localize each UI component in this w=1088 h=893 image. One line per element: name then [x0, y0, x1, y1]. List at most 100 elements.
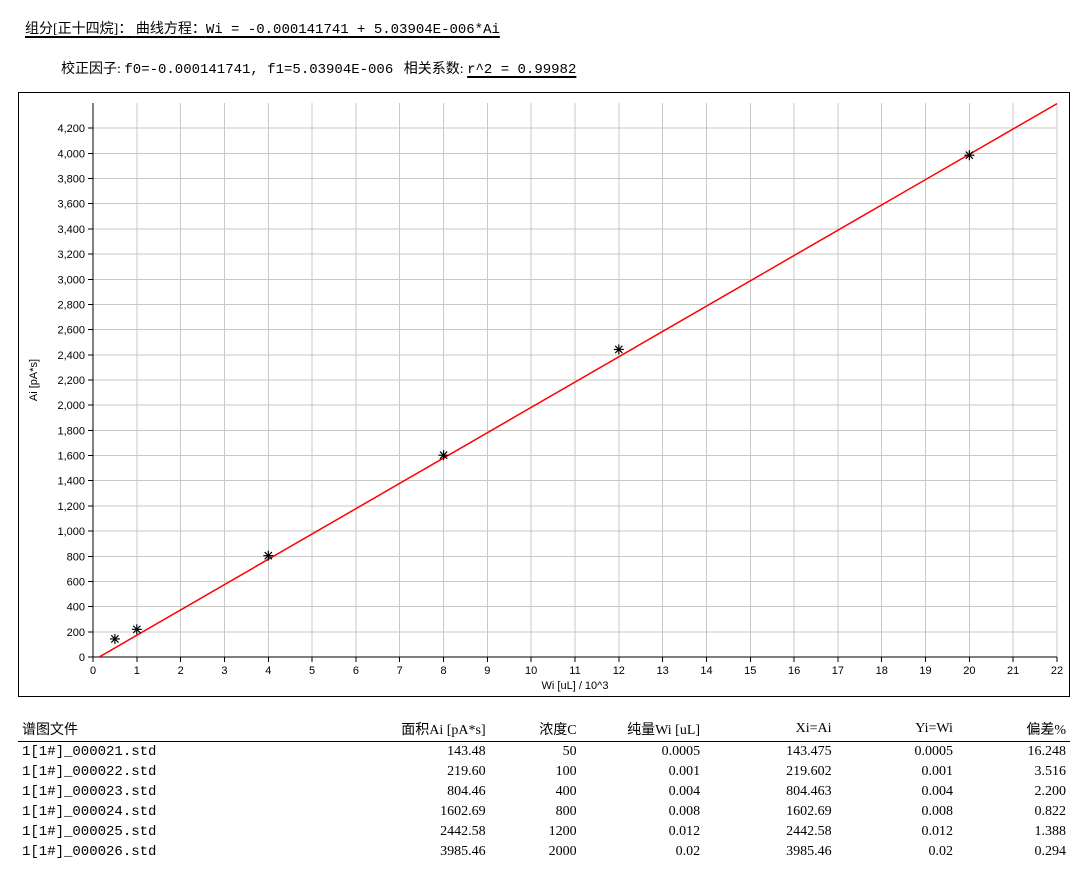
svg-text:2,800: 2,800 — [57, 299, 85, 311]
data-table-wrap: 谱图文件 面积Ai [pA*s] 浓度C 纯量Wi [uL] Xi=Ai Yi=… — [18, 717, 1070, 862]
data-point — [614, 344, 624, 354]
svg-text:19: 19 — [919, 665, 931, 677]
svg-text:3,800: 3,800 — [57, 174, 85, 186]
col-header-xi: Xi=Ai — [726, 717, 858, 742]
svg-text:18: 18 — [876, 665, 888, 677]
table-row: 1[1#]_000024.std1602.698000.0081602.690.… — [18, 802, 1070, 822]
svg-text:400: 400 — [67, 602, 85, 614]
table-cell: 1[1#]_000025.std — [18, 822, 362, 842]
table-cell: 219.60 — [362, 762, 514, 782]
svg-text:2,600: 2,600 — [57, 325, 85, 337]
svg-text:12: 12 — [613, 665, 625, 677]
col-header-conc: 浓度C — [514, 717, 595, 742]
svg-text:13: 13 — [657, 665, 669, 677]
svg-text:11: 11 — [569, 665, 580, 677]
table-cell: 0.008 — [595, 802, 727, 822]
data-point — [263, 551, 273, 561]
svg-text:2: 2 — [178, 665, 184, 677]
col-header-wi: 纯量Wi [uL] — [595, 717, 727, 742]
table-cell: 0.0005 — [595, 742, 727, 763]
table-cell: 2442.58 — [362, 822, 514, 842]
svg-text:600: 600 — [67, 576, 85, 588]
table-cell: 800 — [514, 802, 595, 822]
equation-label: 曲线方程： — [136, 22, 206, 37]
table-cell: 1[1#]_000021.std — [18, 742, 362, 763]
table-cell: 0.001 — [595, 762, 727, 782]
svg-text:3,000: 3,000 — [57, 274, 85, 286]
table-header-row: 谱图文件 面积Ai [pA*s] 浓度C 纯量Wi [uL] Xi=Ai Yi=… — [18, 717, 1070, 742]
table-cell: 0.004 — [858, 782, 979, 802]
svg-text:20: 20 — [963, 665, 975, 677]
svg-text:3: 3 — [221, 665, 227, 677]
table-cell: 3985.46 — [726, 842, 858, 862]
table-cell: 0.294 — [979, 842, 1070, 862]
header-line-2: 校正因子: f0=-0.000141741, f1=5.03904E-006 相… — [0, 40, 1088, 80]
table-row: 1[1#]_000026.std3985.4620000.023985.460.… — [18, 842, 1070, 862]
svg-text:0: 0 — [79, 652, 85, 664]
table-cell: 1200 — [514, 822, 595, 842]
table-cell: 50 — [514, 742, 595, 763]
table-cell: 0.0005 — [858, 742, 979, 763]
svg-text:14: 14 — [700, 665, 712, 677]
svg-text:Wi [uL] / 10^3: Wi [uL] / 10^3 — [542, 680, 609, 692]
data-point — [110, 634, 120, 644]
table-cell: 0.02 — [595, 842, 727, 862]
table-cell: 2442.58 — [726, 822, 858, 842]
svg-text:2,400: 2,400 — [57, 350, 85, 362]
table-cell: 0.822 — [979, 802, 1070, 822]
correction-values: f0=-0.000141741, f1=5.03904E-006 — [124, 62, 393, 78]
chart-svg: 0123456789101112131415161718192021220200… — [19, 93, 1069, 696]
table-cell: 3.516 — [979, 762, 1070, 782]
svg-text:9: 9 — [484, 665, 490, 677]
svg-text:1,400: 1,400 — [57, 476, 85, 488]
col-header-area: 面积Ai [pA*s] — [362, 717, 514, 742]
table-row: 1[1#]_000025.std2442.5812000.0122442.580… — [18, 822, 1070, 842]
svg-text:Ai [pA*s]: Ai [pA*s] — [28, 359, 40, 401]
svg-text:2,000: 2,000 — [57, 400, 85, 412]
table-cell: 0.001 — [858, 762, 979, 782]
table-cell: 0.012 — [858, 822, 979, 842]
svg-text:6: 6 — [353, 665, 359, 677]
table-cell: 0.004 — [595, 782, 727, 802]
table-cell: 0.008 — [858, 802, 979, 822]
svg-text:16: 16 — [788, 665, 800, 677]
table-cell: 1[1#]_000026.std — [18, 842, 362, 862]
table-cell: 1.388 — [979, 822, 1070, 842]
data-point — [439, 450, 449, 460]
svg-text:800: 800 — [67, 551, 85, 563]
table-cell: 1[1#]_000024.std — [18, 802, 362, 822]
svg-text:4,200: 4,200 — [57, 123, 85, 135]
table-cell: 219.602 — [726, 762, 858, 782]
table-cell: 804.46 — [362, 782, 514, 802]
svg-text:3,200: 3,200 — [57, 249, 85, 261]
svg-text:22: 22 — [1051, 665, 1063, 677]
r2-label: 相关系数: — [404, 62, 464, 77]
svg-text:4: 4 — [265, 665, 271, 677]
correction-label: 校正因子: — [61, 62, 121, 77]
table-cell: 3985.46 — [362, 842, 514, 862]
svg-text:1,600: 1,600 — [57, 451, 85, 463]
svg-text:21: 21 — [1007, 665, 1019, 677]
table-row: 1[1#]_000021.std143.48500.0005143.4750.0… — [18, 742, 1070, 763]
calibration-chart: 0123456789101112131415161718192021220200… — [18, 92, 1070, 697]
table-cell: 100 — [514, 762, 595, 782]
svg-text:1,000: 1,000 — [57, 526, 85, 538]
svg-text:200: 200 — [67, 627, 85, 639]
table-cell: 804.463 — [726, 782, 858, 802]
data-table: 谱图文件 面积Ai [pA*s] 浓度C 纯量Wi [uL] Xi=Ai Yi=… — [18, 717, 1070, 862]
r2-value: r^2 = 0.99982 — [467, 62, 576, 78]
table-cell: 400 — [514, 782, 595, 802]
col-header-dev: 偏差% — [979, 717, 1070, 742]
table-cell: 143.48 — [362, 742, 514, 763]
svg-text:1,200: 1,200 — [57, 501, 85, 513]
svg-text:8: 8 — [440, 665, 446, 677]
table-cell: 1[1#]_000023.std — [18, 782, 362, 802]
svg-text:7: 7 — [397, 665, 403, 677]
svg-text:10: 10 — [525, 665, 537, 677]
svg-text:2,200: 2,200 — [57, 375, 85, 387]
component-label: 组分[正十四烷]： — [25, 22, 132, 37]
table-cell: 1602.69 — [726, 802, 858, 822]
table-cell: 143.475 — [726, 742, 858, 763]
header-line-1: 组分[正十四烷]： 曲线方程：Wi = -0.000141741 + 5.039… — [0, 0, 1088, 40]
equation: Wi = -0.000141741 + 5.03904E-006*Ai — [206, 22, 500, 38]
